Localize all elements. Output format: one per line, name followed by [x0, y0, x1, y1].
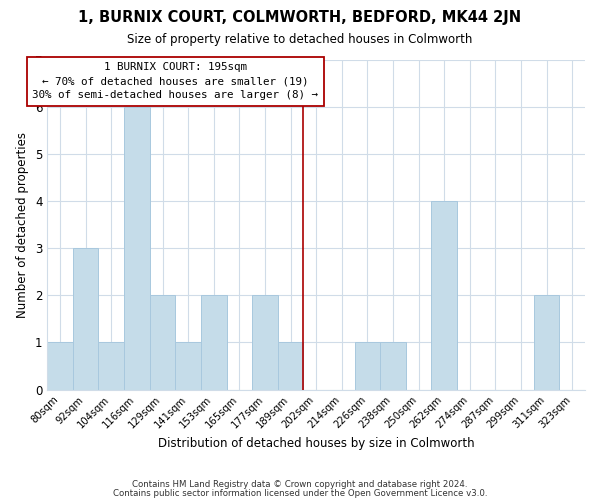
- Bar: [380, 342, 406, 390]
- Bar: [355, 342, 380, 390]
- Bar: [431, 201, 457, 390]
- Text: 1, BURNIX COURT, COLMWORTH, BEDFORD, MK44 2JN: 1, BURNIX COURT, COLMWORTH, BEDFORD, MK4…: [79, 10, 521, 25]
- Bar: [201, 296, 227, 390]
- Text: Contains public sector information licensed under the Open Government Licence v3: Contains public sector information licen…: [113, 489, 487, 498]
- Bar: [252, 296, 278, 390]
- Bar: [98, 342, 124, 390]
- Bar: [278, 342, 304, 390]
- Bar: [175, 342, 201, 390]
- Bar: [124, 107, 150, 390]
- Text: 1 BURNIX COURT: 195sqm
← 70% of detached houses are smaller (19)
30% of semi-det: 1 BURNIX COURT: 195sqm ← 70% of detached…: [32, 62, 319, 100]
- Bar: [47, 342, 73, 390]
- Text: Size of property relative to detached houses in Colmworth: Size of property relative to detached ho…: [127, 32, 473, 46]
- Bar: [534, 296, 559, 390]
- Text: Contains HM Land Registry data © Crown copyright and database right 2024.: Contains HM Land Registry data © Crown c…: [132, 480, 468, 489]
- X-axis label: Distribution of detached houses by size in Colmworth: Distribution of detached houses by size …: [158, 437, 475, 450]
- Bar: [150, 296, 175, 390]
- Y-axis label: Number of detached properties: Number of detached properties: [16, 132, 29, 318]
- Bar: [73, 248, 98, 390]
